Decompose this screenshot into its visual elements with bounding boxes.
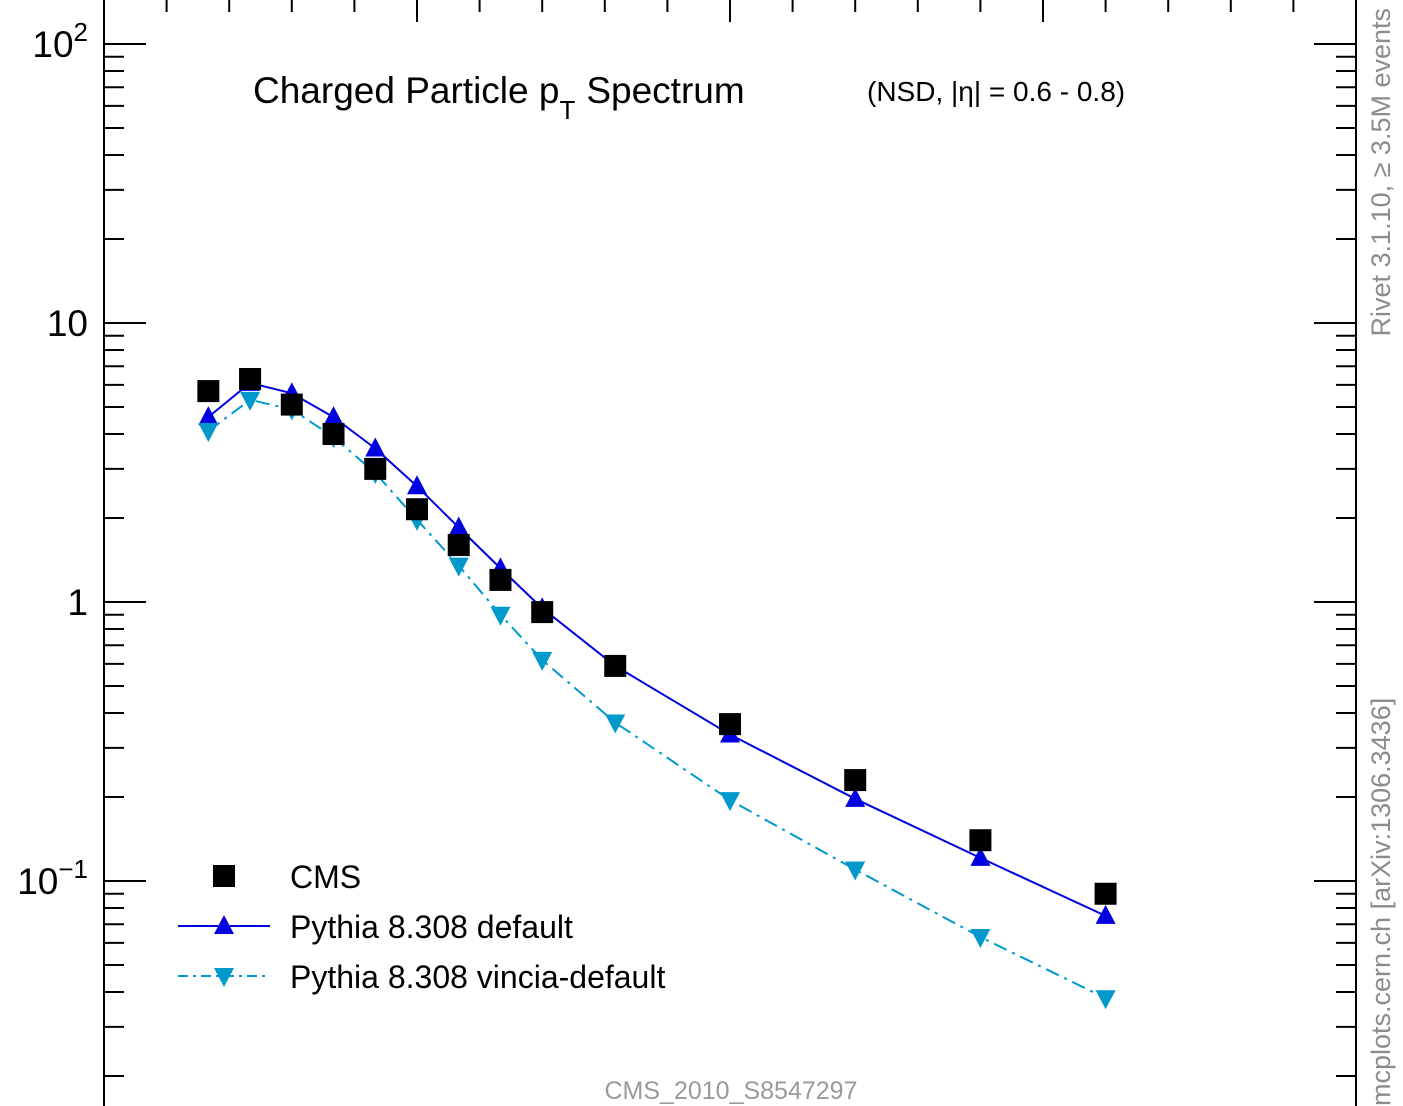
data-point	[604, 654, 627, 677]
series-layer	[197, 367, 1117, 1010]
data-point	[605, 714, 626, 734]
data-point	[844, 769, 867, 792]
data-point	[489, 568, 512, 591]
data-point	[1095, 990, 1116, 1010]
title-tail: Spectrum	[586, 70, 744, 111]
y-tick-label: 10−1	[17, 854, 88, 902]
y-tick-label-base: 10	[47, 303, 88, 344]
analysis-id: CMS_2010_S8547297	[605, 1077, 858, 1105]
data-point	[720, 792, 740, 812]
y-tick-label: 10	[47, 303, 88, 344]
data-point	[198, 423, 219, 443]
data-point	[845, 861, 866, 881]
data-point	[448, 516, 469, 536]
series-line	[207, 398, 1107, 1000]
data-point	[970, 846, 991, 866]
data-point	[532, 651, 553, 671]
data-point	[365, 437, 386, 457]
legend-label: CMS	[290, 859, 361, 895]
data-point	[1095, 904, 1116, 924]
y-tick-label-base: 10	[32, 24, 73, 65]
axis-ticks	[104, 0, 1357, 1078]
legend-entry: Pythia 8.308 vincia-default	[178, 959, 665, 995]
legend-label: Pythia 8.308 vincia-default	[290, 959, 665, 995]
y-tick-label-base: 10	[17, 861, 58, 902]
data-point	[406, 498, 428, 521]
data-point	[1094, 882, 1117, 905]
y-tick-label-exponent: −1	[58, 854, 88, 884]
data-point	[239, 367, 262, 390]
data-point	[490, 606, 511, 626]
legend-marker	[213, 865, 235, 887]
legend-marker	[214, 968, 234, 987]
y-tick-label-base: 1	[67, 582, 88, 623]
legend-marker	[214, 915, 234, 934]
plot-frame	[103, 0, 1357, 1106]
legend: CMS Pythia 8.308 default Pythia 8.308 vinc…	[178, 859, 665, 995]
title-subscript: T	[559, 95, 575, 125]
title-main: Charged Particle p	[253, 70, 559, 111]
data-point	[448, 557, 469, 577]
data-point	[323, 406, 344, 426]
legend-entry: CMS	[213, 859, 361, 895]
legend-label: Pythia 8.308 default	[290, 909, 573, 945]
data-point	[531, 601, 554, 624]
data-point	[197, 380, 220, 403]
chart-title: Charged Particle pT Spectrum	[253, 70, 745, 125]
data-point	[447, 534, 470, 557]
chart-title-qualifier: (NSD, |η| = 0.6 - 0.8)	[867, 76, 1125, 107]
y-tick-label: 102	[32, 17, 88, 65]
data-point	[845, 787, 866, 807]
mcplots-watermark: mcplots.cern.ch [arXiv:1306.3436]	[1366, 698, 1396, 1106]
data-point	[364, 457, 387, 480]
data-point	[280, 393, 303, 416]
series-cms	[197, 367, 1117, 905]
data-point	[198, 406, 219, 426]
data-point	[322, 423, 345, 446]
data-point	[407, 475, 427, 495]
data-point	[969, 829, 992, 852]
y-tick-label-exponent: 2	[74, 17, 88, 47]
data-point	[970, 928, 991, 948]
data-point	[719, 713, 741, 736]
y-tick-label: 1	[67, 582, 88, 623]
data-point	[240, 391, 261, 411]
rivet-watermark: Rivet 3.1.10, ≥ 3.5M events	[1366, 8, 1396, 336]
legend-entry: Pythia 8.308 default	[178, 909, 573, 945]
